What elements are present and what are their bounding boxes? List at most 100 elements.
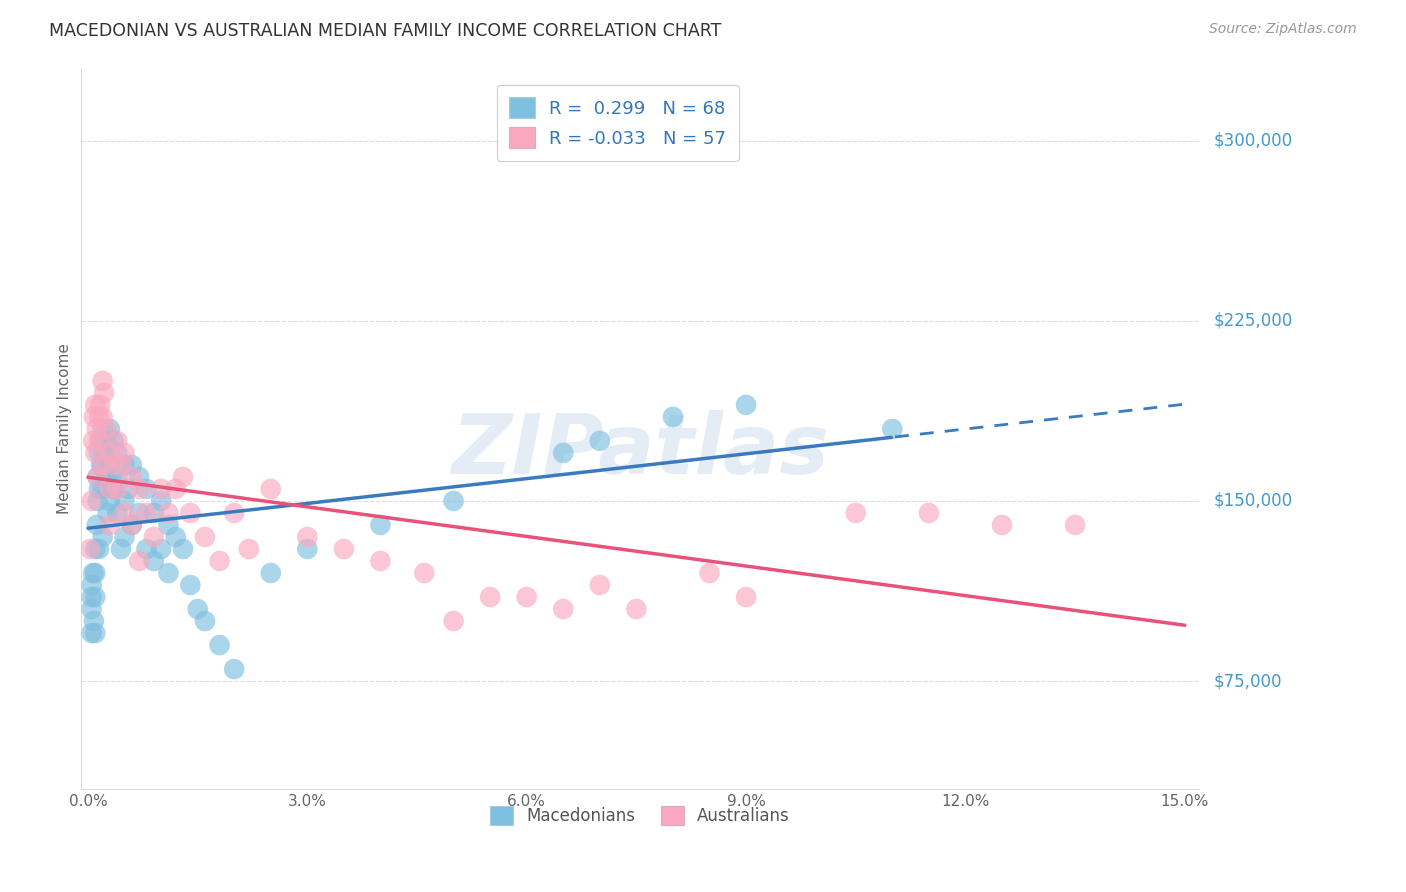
Point: [157, 506, 180, 520]
Point: [98, 446, 121, 460]
Point: [103, 434, 125, 448]
Point: [87, 434, 110, 448]
Point: [84, 446, 107, 460]
Point: [117, 482, 139, 496]
Point: [105, 470, 128, 484]
Point: [589, 434, 612, 448]
Point: [82, 566, 104, 580]
Point: [84, 566, 107, 580]
Point: [110, 541, 132, 556]
Point: [187, 602, 209, 616]
Point: [735, 590, 758, 604]
Point: [80, 626, 103, 640]
Point: [93, 385, 115, 400]
Point: [87, 446, 110, 460]
Point: [165, 530, 187, 544]
Point: [91, 530, 114, 544]
Point: [84, 398, 107, 412]
Y-axis label: Median Family Income: Median Family Income: [58, 343, 72, 515]
Point: [297, 541, 319, 556]
Point: [479, 590, 502, 604]
Point: [98, 458, 121, 472]
Point: [114, 494, 136, 508]
Point: [89, 434, 111, 448]
Point: [179, 506, 201, 520]
Point: [114, 530, 136, 544]
Text: MACEDONIAN VS AUSTRALIAN MEDIAN FAMILY INCOME CORRELATION CHART: MACEDONIAN VS AUSTRALIAN MEDIAN FAMILY I…: [49, 22, 721, 40]
Point: [194, 614, 217, 628]
Point: [98, 518, 121, 533]
Point: [157, 566, 180, 580]
Point: [626, 602, 648, 616]
Point: [103, 458, 125, 472]
Point: [121, 518, 143, 533]
Point: [89, 398, 111, 412]
Point: [91, 422, 114, 436]
Point: [91, 374, 114, 388]
Point: [179, 578, 201, 592]
Point: [114, 458, 136, 472]
Point: [91, 482, 114, 496]
Point: [413, 566, 436, 580]
Point: [82, 434, 104, 448]
Point: [80, 602, 103, 616]
Point: [98, 482, 121, 496]
Point: [370, 554, 392, 568]
Point: [84, 590, 107, 604]
Point: [157, 518, 180, 533]
Point: [662, 409, 685, 424]
Point: [699, 566, 721, 580]
Point: [105, 446, 128, 460]
Point: [128, 470, 150, 484]
Point: [991, 518, 1014, 533]
Point: [142, 554, 165, 568]
Point: [96, 434, 118, 448]
Text: Source: ZipAtlas.com: Source: ZipAtlas.com: [1209, 22, 1357, 37]
Point: [128, 554, 150, 568]
Point: [553, 602, 575, 616]
Text: $300,000: $300,000: [1213, 132, 1292, 150]
Text: $225,000: $225,000: [1213, 312, 1292, 330]
Point: [83, 614, 105, 628]
Point: [918, 506, 941, 520]
Point: [516, 590, 538, 604]
Point: [91, 409, 114, 424]
Point: [98, 422, 121, 436]
Point: [121, 518, 143, 533]
Point: [98, 494, 121, 508]
Point: [90, 458, 112, 472]
Point: [86, 470, 108, 484]
Point: [91, 458, 114, 472]
Point: [86, 470, 108, 484]
Point: [224, 662, 246, 676]
Point: [128, 506, 150, 520]
Point: [105, 506, 128, 520]
Point: [103, 482, 125, 496]
Point: [87, 541, 110, 556]
Point: [128, 482, 150, 496]
Point: [93, 446, 115, 460]
Point: [172, 541, 194, 556]
Point: [86, 494, 108, 508]
Point: [84, 541, 107, 556]
Point: [87, 482, 110, 496]
Point: [86, 518, 108, 533]
Point: [150, 541, 173, 556]
Point: [150, 482, 173, 496]
Text: ZIPatlas: ZIPatlas: [451, 410, 830, 491]
Point: [208, 638, 231, 652]
Point: [80, 590, 103, 604]
Point: [105, 434, 128, 448]
Point: [297, 530, 319, 544]
Text: $75,000: $75,000: [1213, 672, 1282, 690]
Point: [142, 530, 165, 544]
Point: [135, 506, 157, 520]
Point: [87, 409, 110, 424]
Point: [882, 422, 904, 436]
Point: [238, 541, 260, 556]
Point: [194, 530, 217, 544]
Point: [333, 541, 356, 556]
Point: [443, 494, 465, 508]
Point: [79, 541, 101, 556]
Point: [100, 470, 122, 484]
